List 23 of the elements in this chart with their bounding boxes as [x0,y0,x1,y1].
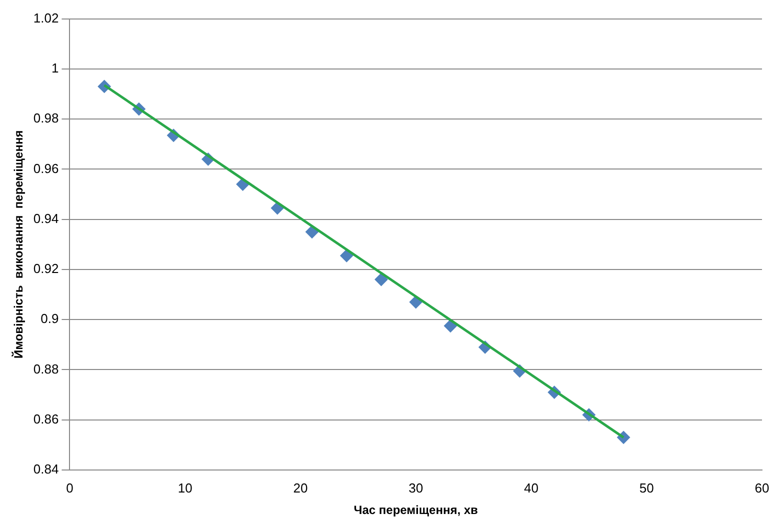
y-tick-label: 1 [51,60,59,76]
point [340,249,354,262]
point [444,319,457,332]
x-tick-label: 40 [524,480,538,496]
x-tick-label: 10 [178,480,192,496]
y-tick-label: 0.9 [40,311,59,326]
x-tick-label: 0 [66,480,74,496]
x-tick-label: 20 [293,480,308,496]
y-tick-label: 0.92 [33,261,59,276]
point [306,225,319,238]
point [374,272,388,286]
x-tick-label: 50 [639,480,654,496]
y-tick-label: 1.02 [33,10,59,26]
y-tick-label: 0.84 [33,462,59,477]
y-tick-label: 0.96 [33,160,59,176]
x-tick-label: 30 [408,480,424,496]
y-tick-label: 0.88 [33,361,59,376]
y-tick-label: 0.94 [33,210,59,226]
y-tick-label: 0.98 [33,110,59,126]
y-axis-title: Ймовірність виконання переміщення [12,130,26,358]
x-axis-title: Час переміщення, хв [354,503,478,518]
x-tick-label: 60 [754,480,770,496]
y-tick-label: 0.86 [33,411,59,426]
